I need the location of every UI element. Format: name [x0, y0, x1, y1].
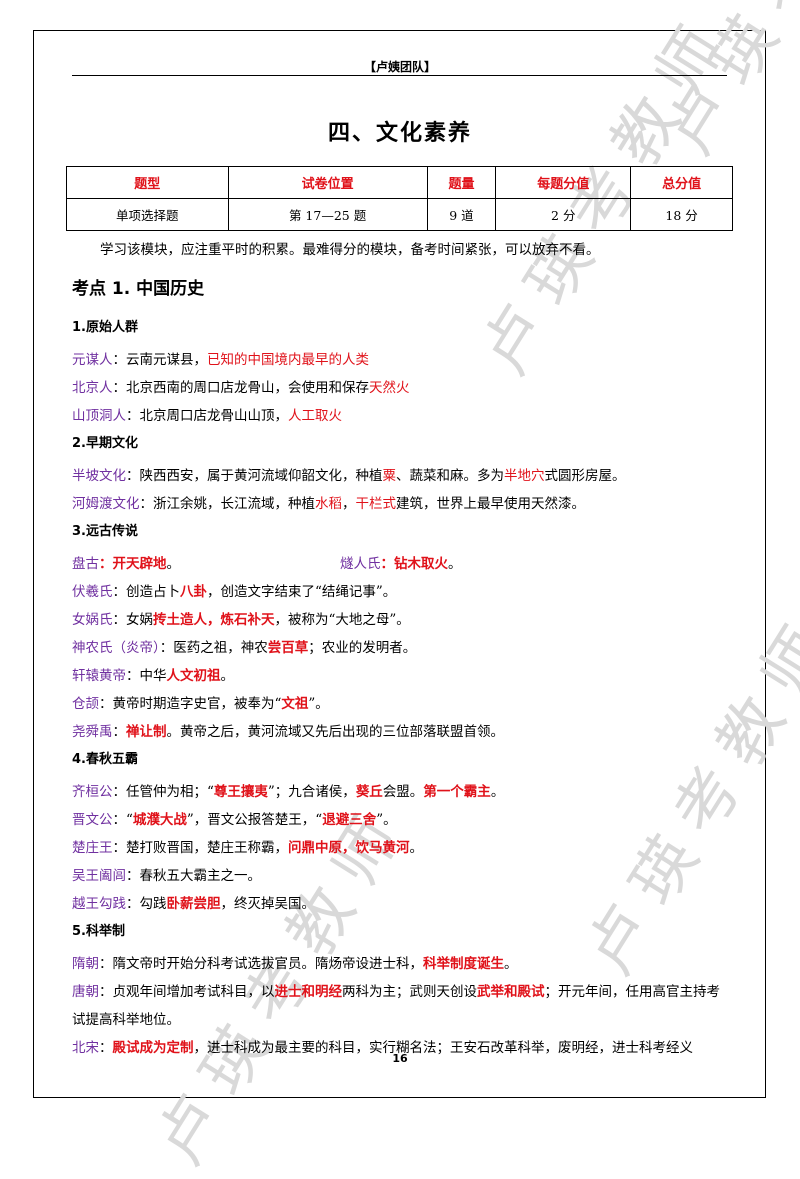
header-divider [72, 75, 727, 76]
table-header-cell: 试卷位置 [227, 166, 428, 199]
note-line: 尧舜禹：禅让制。黄帝之后，黄河流域又先后出现的三位部落联盟首领。 [72, 724, 504, 740]
term: 轩辕黄帝 [72, 668, 126, 684]
highlight: 尝百草 [267, 640, 309, 656]
note-line: 北宋：殿试成为定制，进士科成为最主要的科目，实行糊名法；王安石改革科举，废明经，… [72, 1040, 693, 1056]
term: 女娲氏 [72, 612, 113, 628]
term: 唐朝 [72, 984, 99, 1000]
highlight: 粟 [382, 468, 397, 484]
note-line: 楚庄王：楚打败晋国，楚庄王称霸，问鼎中原，饮马黄河。 [72, 840, 423, 856]
highlight: 水稻 [315, 496, 342, 512]
highlight: 问鼎中原，饮马黄河 [288, 840, 410, 856]
subsection-title: 3.远古传说 [72, 524, 138, 539]
highlight: 科举制度诞生 [423, 956, 504, 972]
note-line: 齐桓公：任管仲为相；“尊王攘夷”；九合诸侯，葵丘会盟。第一个霸主。 [72, 784, 505, 800]
subsection-title: 5.科举制 [72, 924, 125, 939]
note-line: 轩辕黄帝：中华人文初祖。 [72, 668, 234, 684]
highlight: 天然火 [369, 380, 410, 396]
highlight: 半地穴 [504, 468, 545, 484]
term: 半坡文化 [72, 468, 126, 484]
note-line: 仓颉：黄帝时期造字史官，被奉为“文祖”。 [72, 696, 329, 712]
term: 仓颉 [72, 696, 99, 712]
highlight: 卧薪尝胆 [166, 896, 221, 912]
page-frame [33, 30, 766, 1098]
note-line: 吴王阖闾：春秋五大霸主之一。 [72, 868, 261, 884]
highlight: 文祖 [281, 696, 309, 712]
highlight: 禅让制 [126, 724, 167, 740]
table-header-cell: 总分值 [630, 166, 733, 199]
term: 北京人 [72, 380, 113, 396]
term: 山顶洞人 [72, 408, 126, 424]
page-number: 16 [392, 1052, 408, 1065]
highlight: 尊王攘夷 [213, 784, 268, 800]
highlight: ：开天辟地 [99, 556, 167, 572]
note-line: 女娲氏：女娲抟土造人，炼石补天，被称为“大地之母”。 [72, 612, 410, 628]
subsection-title: 1.原始人群 [72, 320, 138, 335]
table-header-row: 题型 试卷位置 题量 每题分值 总分值 [66, 166, 733, 199]
table-cell: 18 分 [630, 198, 733, 231]
term: 楚庄王 [72, 840, 113, 856]
table-header-cell: 题量 [426, 166, 497, 199]
highlight: 第一个霸主 [423, 784, 491, 800]
subsection-title: 4.春秋五霸 [72, 752, 138, 767]
highlight: 抟土造人，炼石补天 [153, 612, 275, 628]
term: 元谋人 [72, 352, 113, 368]
term: 齐桓公 [72, 784, 113, 800]
note-line: 隋朝：隋文帝时开始分科考试选拔官员。隋炀帝设进士科，科举制度诞生。 [72, 956, 518, 972]
notes-content: 1.原始人群 元谋人：云南元谋县，已知的中国境内最早的人类 北京人：北京西南的周… [72, 314, 732, 1062]
term: 隋朝 [72, 956, 99, 972]
highlight: 城濮大战 [132, 812, 187, 828]
highlight: 葵丘 [355, 784, 383, 800]
term: 尧舜禹 [72, 724, 113, 740]
note-line: 元谋人：云南元谋县，已知的中国境内最早的人类 [72, 352, 369, 368]
highlight: 八卦 [180, 584, 207, 600]
highlight: ：钻木取火 [380, 556, 449, 572]
section-title: 考点 1. 中国历史 [72, 279, 205, 299]
subsection-title: 2.早期文化 [72, 436, 138, 451]
term: 吴王阖闾 [72, 868, 126, 884]
highlight: 人工取火 [288, 408, 342, 424]
highlight: 人文初祖 [166, 668, 221, 684]
highlight: 进士和明经 [274, 984, 343, 1000]
term: 越王勾践 [72, 896, 126, 912]
highlight: 已知的中国境内最早的人类 [207, 352, 369, 368]
table-cell: 单项选择题 [66, 198, 229, 231]
note-line: 伏羲氏：创造占卜八卦，创造文字结束了“结绳记事”。 [72, 584, 397, 600]
term: 北宋 [72, 1040, 99, 1056]
note-line: 半坡文化：陕西西安，属于黄河流域仰韶文化，种植粟、蔬菜和麻。多为半地穴式圆形房屋… [72, 468, 626, 484]
note-line: 山顶洞人：北京周口店龙骨山山顶，人工取火 [72, 408, 342, 424]
intro-text: 学习该模块，应注重平时的积累。最难得分的模块，备考时间紧张，可以放弃不看。 [100, 242, 600, 258]
table-cell: 2 分 [495, 198, 632, 231]
term: 盘古 [72, 556, 99, 572]
highlight: 干栏式 [355, 496, 397, 512]
highlight: 退避三舍 [322, 812, 377, 828]
note-line: 唐朝：贞观年间增加考试科目，以进士和明经两科为主；武则天创设武举和殿试；开元年间… [72, 984, 720, 1028]
note-line: 北京人：北京西南的周口店龙骨山，会使用和保存天然火 [72, 380, 410, 396]
term: 燧人氏 [340, 556, 381, 572]
table-cell: 9 道 [426, 198, 497, 231]
note-line: 晋文公：“城濮大战”，晋文公报答楚王，“退避三舍”。 [72, 812, 397, 828]
page-header: 【卢姨团队】 [363, 60, 436, 74]
page-title: 四、文化素养 [327, 121, 472, 146]
highlight: 殿试成为定制 [112, 1040, 194, 1056]
table-header-cell: 每题分值 [495, 166, 632, 199]
table-cell: 第 17—25 题 [227, 198, 428, 231]
exam-info-table: 题型 试卷位置 题量 每题分值 总分值 单项选择题 第 17—25 题 9 道 … [66, 166, 733, 231]
term: 伏羲氏 [72, 584, 113, 600]
term: 神农氏（炎帝） [72, 640, 160, 656]
term: 晋文公 [72, 812, 113, 828]
table-row: 单项选择题 第 17—25 题 9 道 2 分 18 分 [66, 198, 733, 231]
term: 河姆渡文化 [72, 496, 140, 512]
highlight: 武举和殿试 [477, 984, 545, 1000]
note-line: 神农氏（炎帝）：医药之祖，神农尝百草；农业的发明者。 [72, 640, 417, 656]
table-header-cell: 题型 [66, 166, 229, 199]
note-line: 盘古：开天辟地。 燧人氏：钻木取火。 [72, 556, 462, 572]
note-line: 河姆渡文化：浙江余姚，长江流域，种植水稻，干栏式建筑，世界上最早使用天然漆。 [72, 496, 585, 512]
note-line: 越王勾践：勾践卧薪尝胆，终灭掉吴国。 [72, 896, 315, 912]
